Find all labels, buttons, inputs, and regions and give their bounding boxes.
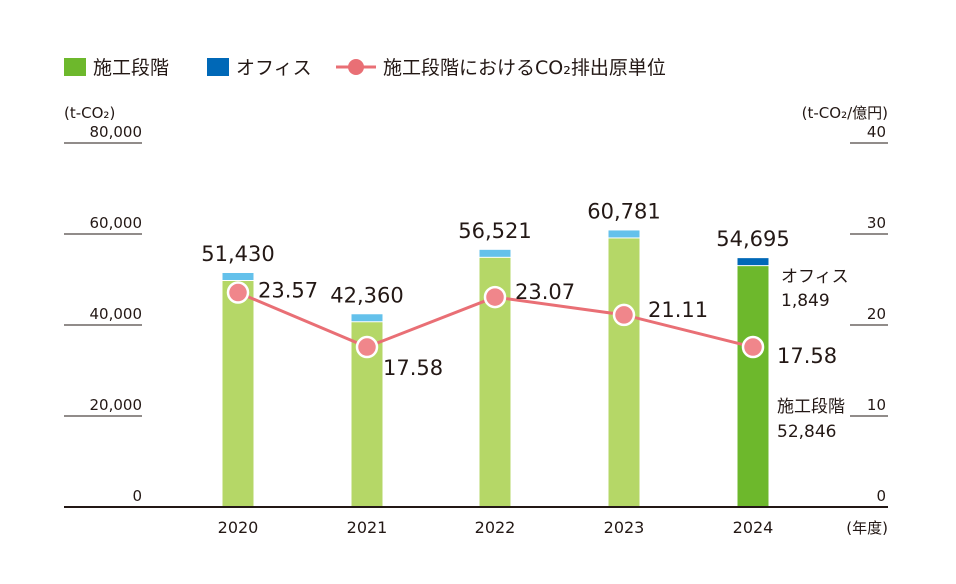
intensity-label-2024: 17.58: [777, 344, 837, 368]
x-axis-unit: (年度): [846, 519, 888, 537]
intensity-marker-2021: [355, 335, 379, 359]
category-label-2023: 2023: [604, 518, 645, 537]
gridlines: 0 20,000 40,000 60,000 80,000 0 10 20 30 40: [64, 123, 888, 505]
legend-swatch-office: [207, 58, 229, 76]
right-tick-label: 30: [867, 214, 886, 232]
legend-label-intensity: 施工段階におけるCO₂排出原単位: [383, 57, 666, 79]
intensity-series: [226, 281, 765, 359]
left-tick-label: 20,000: [90, 396, 143, 414]
office-bar-2021: [351, 314, 383, 322]
annotation-construction-label: 施工段階: [777, 397, 845, 417]
legend-label-construction: 施工段階: [93, 57, 169, 79]
left-tick-label: 60,000: [90, 214, 143, 232]
legend-swatch-construction: [64, 58, 86, 76]
intensity-label-2022: 23.07: [515, 280, 575, 304]
total-label-2024: 54,695: [716, 227, 789, 251]
annotation-construction-value: 52,846: [777, 422, 836, 442]
right-tick-label: 20: [867, 305, 886, 323]
legend-marker-intensity: [348, 59, 364, 75]
category-label-2022: 2022: [475, 518, 516, 537]
construction-bar-2023: [608, 238, 640, 507]
data-labels: 51,430 2020 42,360 2021 56,521 2022 60,781 2023…: [201, 199, 848, 537]
construction-bar-2020: [222, 280, 254, 507]
intensity-label-2020: 23.57: [258, 279, 318, 303]
category-label-2020: 2020: [218, 518, 259, 537]
right-axis-unit: (t-CO₂/億円): [802, 104, 888, 122]
left-tick-label: 0: [132, 487, 142, 505]
right-tick-label: 0: [876, 487, 886, 505]
total-label-2021: 42,360: [330, 283, 403, 307]
right-tick-label: 40: [867, 123, 886, 141]
legend-label-office: オフィス: [236, 57, 312, 79]
intensity-marker-2023: [612, 303, 636, 327]
category-label-2021: 2021: [347, 518, 388, 537]
category-label-2024: 2024: [733, 518, 774, 537]
annotation-office-value: 1,849: [781, 291, 830, 311]
legend: 施工段階 オフィス 施工段階におけるCO₂排出原単位: [64, 57, 666, 79]
left-axis-unit: (t-CO₂): [64, 104, 115, 122]
left-tick-label: 40,000: [90, 305, 143, 323]
office-bar-2023: [608, 230, 640, 238]
intensity-label-2021: 17.58: [383, 356, 443, 380]
right-tick-label: 10: [867, 396, 886, 414]
intensity-label-2023: 21.11: [648, 298, 708, 322]
total-label-2022: 56,521: [458, 219, 531, 243]
total-label-2020: 51,430: [201, 242, 274, 266]
office-bar-2020: [222, 272, 254, 280]
office-bar-2022: [479, 249, 511, 257]
office-bar-2024: [737, 258, 769, 266]
left-tick-label: 80,000: [90, 123, 143, 141]
construction-bar-2024: [737, 266, 769, 507]
intensity-marker-2020: [226, 281, 250, 304]
intensity-marker-2024: [741, 335, 765, 359]
total-label-2023: 60,781: [587, 199, 660, 223]
bars: [222, 230, 769, 507]
annotation-office-label: オフィス: [781, 267, 849, 287]
intensity-marker-2022: [483, 285, 507, 309]
